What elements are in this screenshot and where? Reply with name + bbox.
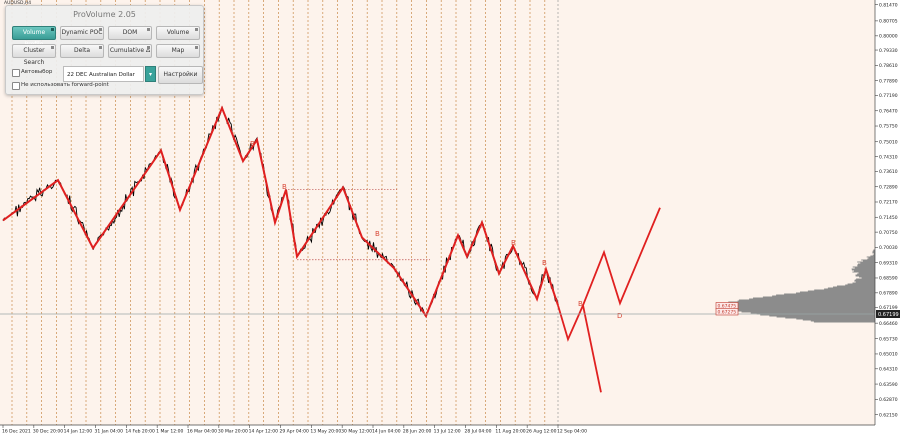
cumulative-delta-button[interactable]: Cumulative Δ	[108, 44, 152, 58]
wave-label: B	[578, 300, 583, 308]
time-tick-label: 29 Apr 04:00	[280, 429, 309, 435]
price-tick-label: 0.62870	[879, 397, 898, 403]
time-tick-label: 28 Jun 20:00	[403, 429, 432, 435]
price-tick-label: 0.63590	[879, 382, 898, 388]
settings-button[interactable]: Настройки	[158, 66, 203, 84]
price-tick-label: 0.78610	[879, 63, 898, 69]
price-tick-label: 0.80705	[879, 19, 898, 25]
price-axis: 0.81470 0.80705 0.80000 0.79330 0.78610 0.778…	[875, 2, 898, 418]
time-tick-label: 12 Sep 04:00	[557, 429, 587, 435]
auto-select-label: Автовыбор	[21, 69, 53, 75]
price-tick-label: 0.65010	[879, 352, 898, 358]
price-tick-label: 0.79330	[879, 48, 898, 54]
time-tick-label: 14 Apr 12:00	[249, 429, 278, 435]
price-tick-label: 0.68590	[879, 276, 898, 282]
vertical-grid	[11, 0, 546, 425]
price-tick-label: 0.71450	[879, 215, 898, 221]
wave-label: B	[542, 259, 547, 267]
wave-label: B	[511, 239, 516, 247]
projection-line	[557, 304, 584, 342]
time-tick-label: 26 Aug 12:00	[526, 429, 556, 435]
forward-point-checkbox[interactable]	[12, 82, 20, 90]
panel-title: ProVolume 2.05	[73, 10, 136, 19]
delta-button[interactable]: Delta	[60, 44, 104, 58]
time-axis: 16 Dec 2021 30 Dec 20:00 14 Jan 12:00 31 Ja…	[2, 425, 587, 435]
price-tick-label: 0.75750	[879, 124, 898, 130]
wave-zigzag	[2, 105, 661, 393]
wave-labels: B B B B B B D	[250, 140, 622, 320]
price-tick-label: 0.77190	[879, 93, 898, 99]
time-tick-label: 30 Mar 20:00	[218, 429, 248, 435]
wave-label: B	[282, 183, 287, 191]
price-tick-label: 0.70030	[879, 245, 898, 251]
time-tick-label: 13 Jul 12:00	[434, 429, 461, 435]
dom-button[interactable]: DOM	[108, 26, 152, 40]
time-tick-label: 30 May 12:00	[341, 429, 372, 435]
zigzag-line	[2, 105, 559, 319]
price-tick-label: 0.67890	[879, 291, 898, 297]
projection-line	[582, 305, 602, 393]
time-tick-label: 14 Feb 20:00	[125, 429, 155, 435]
time-tick-label: 13 May 20:00	[310, 429, 341, 435]
volume-profile-button[interactable]: Volume Profile	[12, 26, 56, 48]
price-tick-label: 0.76470	[879, 108, 898, 114]
time-tick-label: 31 Jan 04:00	[95, 429, 124, 435]
wave-label: B	[375, 230, 380, 238]
time-tick-label: 14 Jun 04:00	[372, 429, 401, 435]
dynamic-poc-button[interactable]: Dynamic POC	[60, 26, 104, 40]
time-tick-label: 30 Dec 20:00	[33, 429, 63, 435]
volume-button[interactable]: Volume	[156, 26, 200, 40]
instrument-dropdown-icon[interactable]: ▾	[145, 66, 156, 82]
price-tick-label: 0.66460	[879, 321, 898, 327]
time-tick-label: 28 Jul 04:00	[465, 429, 492, 435]
time-tick-label: 1 Mar 12:00	[156, 429, 183, 435]
wave-label: B	[250, 140, 255, 148]
provolume-panel[interactable]: ProVolume 2.05 Volume Profile Dynamic PO…	[5, 5, 204, 95]
wave-label: D	[617, 312, 622, 320]
instrument-field[interactable]: 22 DEC Australian Dollar	[63, 66, 144, 82]
price-tick-label: 0.70750	[879, 230, 898, 236]
price-tag-box	[715, 308, 739, 316]
map-button[interactable]: Map	[156, 44, 200, 58]
price-tick-label: 0.74310	[879, 154, 898, 160]
price-tick-label: 0.64310	[879, 366, 898, 372]
price-tick-label: 0.72170	[879, 200, 898, 206]
current-price-text: 0.67199	[878, 312, 899, 318]
time-tick-label: 16 Dec 2021	[2, 429, 31, 435]
auto-select-checkbox[interactable]	[12, 69, 20, 77]
cluster-search-button[interactable]: Cluster Search	[12, 44, 56, 66]
price-tick-label: 0.69310	[879, 260, 898, 266]
price-tick-label: 0.81470	[879, 2, 898, 8]
price-tick-label: 0.77890	[879, 78, 898, 84]
time-tick-label: 14 Jan 12:00	[64, 429, 93, 435]
current-price-tag: 0.67199	[876, 310, 900, 318]
time-tick-label: 11 Aug 20:00	[495, 429, 525, 435]
price-tick-label: 0.80000	[879, 34, 898, 40]
dashed-levels	[285, 189, 430, 261]
price-tick-label: 0.75010	[879, 139, 898, 145]
time-tick-label: 16 Mar 04:00	[187, 429, 217, 435]
price-tick-label: 0.67199	[879, 305, 898, 311]
price-tag-label: 0.67475	[718, 304, 737, 310]
projection-line	[582, 207, 661, 306]
price-tick-label: 0.73610	[879, 169, 898, 175]
price-tick-label: 0.62150	[879, 412, 898, 418]
price-tag-label: 0.67275	[718, 310, 737, 316]
price-tick-label: 0.65730	[879, 336, 898, 342]
price-tick-label: 0.72890	[879, 184, 898, 190]
symbol-label: AUDUSD,H4	[4, 1, 32, 6]
forward-point-label: Не использовать forward-point	[21, 82, 109, 88]
